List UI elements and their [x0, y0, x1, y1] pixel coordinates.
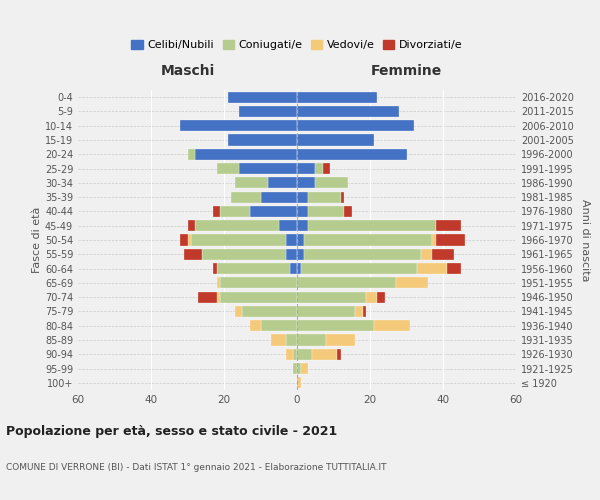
Bar	[227, 92, 297, 102]
Bar	[293, 348, 297, 360]
Bar	[297, 278, 395, 288]
Bar	[297, 220, 308, 232]
Bar	[187, 148, 195, 160]
Bar	[301, 263, 418, 274]
Bar	[315, 178, 348, 188]
Bar	[286, 234, 297, 246]
Text: COMUNE DI VERRONE (BI) - Dati ISTAT 1° gennaio 2021 - Elaborazione TUTTITALIA.IT: COMUNE DI VERRONE (BI) - Dati ISTAT 1° g…	[6, 463, 386, 472]
Bar	[432, 248, 454, 260]
Text: Femmine: Femmine	[371, 64, 442, 78]
Bar	[311, 348, 337, 360]
Bar	[293, 363, 297, 374]
Bar	[297, 263, 301, 274]
Bar	[304, 248, 421, 260]
Bar	[184, 248, 202, 260]
Bar	[220, 278, 297, 288]
Bar	[362, 306, 367, 317]
Bar	[304, 234, 432, 246]
Bar	[199, 292, 217, 302]
Bar	[395, 278, 428, 288]
Bar	[297, 134, 374, 145]
Bar	[377, 292, 385, 302]
Bar	[227, 134, 297, 145]
Bar	[187, 234, 191, 246]
Bar	[297, 192, 308, 202]
Bar	[297, 334, 326, 345]
Bar	[213, 206, 220, 217]
Bar	[220, 292, 297, 302]
Bar	[326, 334, 355, 345]
Text: Maschi: Maschi	[160, 64, 215, 78]
Legend: Celibi/Nubili, Coniugati/e, Vedovi/e, Divorziati/e: Celibi/Nubili, Coniugati/e, Vedovi/e, Di…	[127, 36, 467, 55]
Bar	[374, 320, 410, 332]
Bar	[367, 292, 377, 302]
Bar	[297, 120, 414, 132]
Bar	[297, 163, 315, 174]
Bar	[239, 163, 297, 174]
Bar	[180, 234, 187, 246]
Bar	[286, 348, 293, 360]
Bar	[195, 220, 279, 232]
Bar	[239, 106, 297, 117]
Y-axis label: Anni di nascita: Anni di nascita	[580, 198, 590, 281]
Bar	[250, 206, 297, 217]
Bar	[187, 220, 195, 232]
Bar	[436, 234, 465, 246]
Bar	[232, 192, 260, 202]
Bar	[195, 148, 297, 160]
Bar	[286, 334, 297, 345]
Bar	[297, 234, 304, 246]
Bar	[323, 163, 330, 174]
Bar	[344, 206, 352, 217]
Bar	[308, 206, 344, 217]
Bar	[297, 306, 355, 317]
Bar	[271, 334, 286, 345]
Bar	[268, 178, 297, 188]
Bar	[290, 263, 297, 274]
Bar	[235, 306, 242, 317]
Bar	[297, 106, 399, 117]
Bar	[217, 292, 220, 302]
Bar	[217, 278, 220, 288]
Bar	[418, 263, 446, 274]
Bar	[260, 192, 297, 202]
Bar	[297, 178, 315, 188]
Bar	[297, 248, 304, 260]
Bar	[279, 220, 297, 232]
Bar	[217, 163, 239, 174]
Bar	[191, 234, 286, 246]
Bar	[286, 248, 297, 260]
Y-axis label: Fasce di età: Fasce di età	[32, 207, 42, 273]
Bar	[297, 378, 301, 388]
Bar	[220, 206, 250, 217]
Bar	[432, 234, 436, 246]
Bar	[217, 263, 290, 274]
Bar	[421, 248, 432, 260]
Bar	[446, 263, 461, 274]
Bar	[297, 363, 301, 374]
Bar	[355, 306, 362, 317]
Bar	[341, 192, 344, 202]
Bar	[180, 120, 297, 132]
Bar	[235, 178, 268, 188]
Bar	[297, 148, 407, 160]
Text: Popolazione per età, sesso e stato civile - 2021: Popolazione per età, sesso e stato civil…	[6, 425, 337, 438]
Bar	[297, 92, 377, 102]
Bar	[297, 206, 308, 217]
Bar	[242, 306, 297, 317]
Bar	[337, 348, 341, 360]
Bar	[250, 320, 260, 332]
Bar	[202, 248, 286, 260]
Bar	[308, 192, 341, 202]
Bar	[308, 220, 436, 232]
Bar	[315, 163, 323, 174]
Bar	[436, 220, 461, 232]
Bar	[297, 320, 374, 332]
Bar	[297, 292, 367, 302]
Bar	[260, 320, 297, 332]
Bar	[301, 363, 308, 374]
Bar	[213, 263, 217, 274]
Bar	[297, 348, 311, 360]
